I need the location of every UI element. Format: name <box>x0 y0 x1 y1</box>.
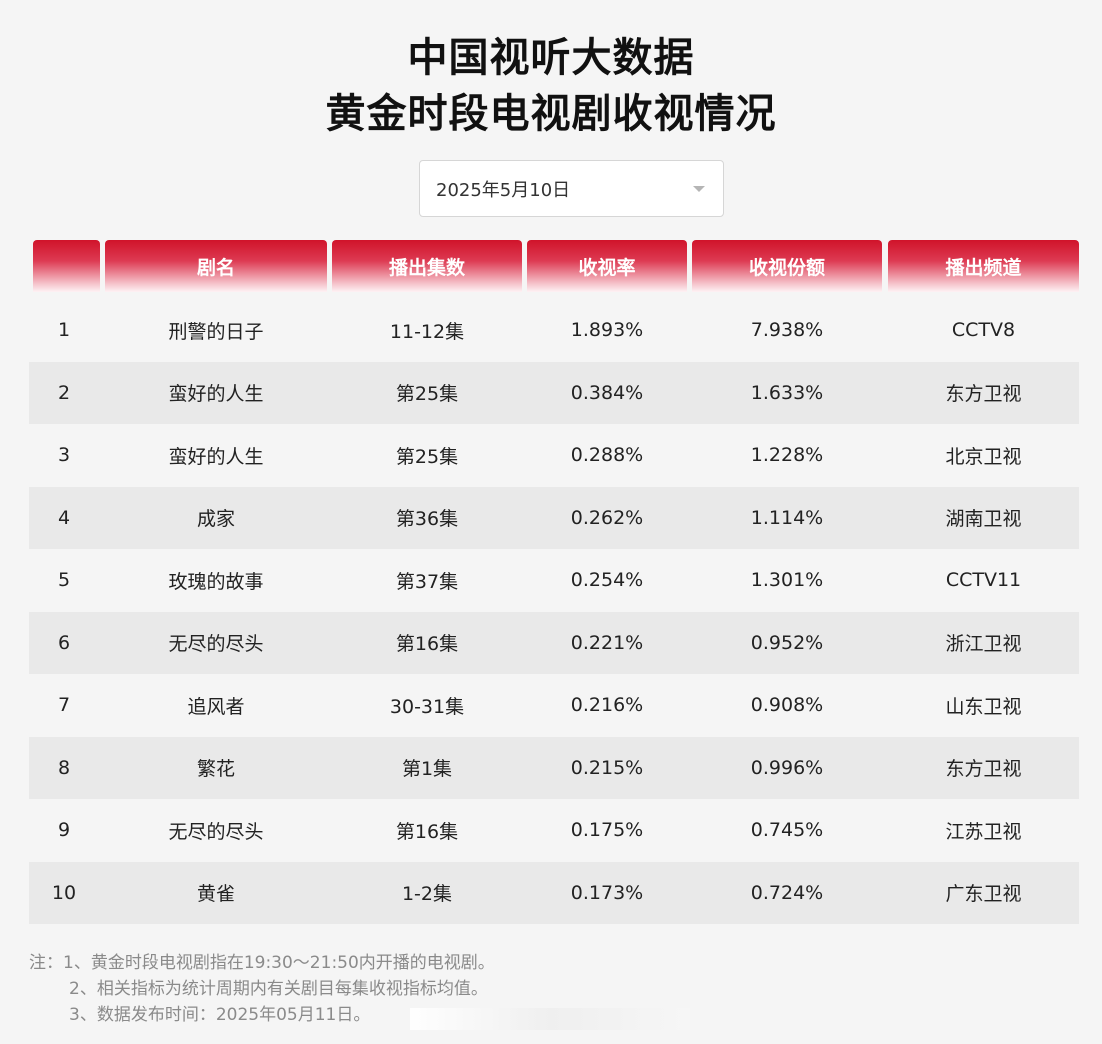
cell-title: 蛮好的人生 <box>168 445 264 468</box>
cell-rating: 0.262% <box>570 506 644 529</box>
cell-episodes: 第25集 <box>395 383 459 406</box>
footnote-1: 注：1、黄金时段电视剧指在19:30～21:50内开播的电视剧。 <box>29 953 495 973</box>
cell-episodes: 第1集 <box>401 758 453 781</box>
table-row: 9 无尽的尽头 第16集 0.175% 0.745% 江苏卫视 <box>29 799 1079 862</box>
table-row: 5 玫瑰的故事 第37集 0.254% 1.301% CCTV11 <box>29 549 1079 612</box>
cell-rank: 3 <box>57 444 71 467</box>
cell-rating: 0.173% <box>570 881 644 904</box>
cell-rating: 1.893% <box>570 319 644 342</box>
table-row: 3 蛮好的人生 第25集 0.288% 1.228% 北京卫视 <box>29 424 1079 487</box>
header-rating: 收视率 <box>527 240 687 292</box>
cell-channel: 山东卫视 <box>945 695 1022 718</box>
watermark <box>410 1008 690 1030</box>
cell-rank: 6 <box>57 631 71 654</box>
cell-share: 1.633% <box>750 381 824 404</box>
cell-episodes: 30-31集 <box>389 695 465 718</box>
cell-rank: 1 <box>57 319 71 342</box>
table-row: 1 刑警的日子 11-12集 1.893% 7.938% CCTV8 <box>29 299 1079 362</box>
cell-episodes: 第16集 <box>395 633 459 656</box>
cell-episodes: 11-12集 <box>389 320 465 343</box>
cell-title: 蛮好的人生 <box>168 383 264 406</box>
table-row: 8 繁花 第1集 0.215% 0.996% 东方卫视 <box>29 736 1079 799</box>
chevron-down-icon <box>693 186 705 192</box>
cell-title: 成家 <box>196 508 235 531</box>
cell-rank: 8 <box>57 756 71 779</box>
header-rank <box>33 240 100 292</box>
cell-rating: 0.384% <box>570 381 644 404</box>
cell-rating: 0.216% <box>570 694 644 717</box>
cell-title: 玫瑰的故事 <box>168 570 264 593</box>
table-header: 剧名 播出集数 收视率 收视份额 播出频道 <box>33 240 1079 292</box>
cell-title: 刑警的日子 <box>168 320 264 343</box>
cell-rating: 0.254% <box>570 569 644 592</box>
cell-title: 繁花 <box>196 758 235 781</box>
cell-channel: CCTV8 <box>951 319 1016 342</box>
cell-rating: 0.221% <box>570 631 644 654</box>
page-title: 中国视听大数据 黄金时段电视剧收视情况 <box>0 30 1102 142</box>
table-row: 6 无尽的尽头 第16集 0.221% 0.952% 浙江卫视 <box>29 611 1079 674</box>
cell-share: 0.996% <box>750 756 824 779</box>
cell-channel: 湖南卫视 <box>945 508 1022 531</box>
table-body: 1 刑警的日子 11-12集 1.893% 7.938% CCTV8 2 蛮好的人生 第25集 0… <box>29 299 1079 924</box>
table-row: 4 成家 第36集 0.262% 1.114% 湖南卫视 <box>29 486 1079 549</box>
cell-share: 0.908% <box>750 694 824 717</box>
cell-rank: 7 <box>57 694 71 717</box>
cell-episodes: 第37集 <box>395 570 459 593</box>
cell-title: 无尽的尽头 <box>168 633 264 656</box>
cell-channel: 广东卫视 <box>945 883 1022 906</box>
header-episodes: 播出集数 <box>332 240 522 292</box>
table-row: 10 黄雀 1-2集 0.173% 0.724% 广东卫视 <box>29 861 1079 924</box>
cell-channel: 北京卫视 <box>945 445 1022 468</box>
cell-rank: 5 <box>57 569 71 592</box>
header-title: 剧名 <box>105 240 327 292</box>
date-select-value: 2025年5月10日 <box>436 179 571 201</box>
cell-rank: 9 <box>57 819 71 842</box>
cell-share: 0.724% <box>750 881 824 904</box>
cell-share: 7.938% <box>750 319 824 342</box>
cell-share: 1.114% <box>750 506 824 529</box>
cell-episodes: 第25集 <box>395 445 459 468</box>
cell-channel: 浙江卫视 <box>945 633 1022 656</box>
cell-title: 无尽的尽头 <box>168 820 264 843</box>
cell-rank: 2 <box>57 381 71 404</box>
title-line-2: 黄金时段电视剧收视情况 <box>325 91 777 137</box>
cell-episodes: 第16集 <box>395 820 459 843</box>
cell-rating: 0.288% <box>570 444 644 467</box>
cell-share: 1.301% <box>750 569 824 592</box>
title-line-1: 中国视听大数据 <box>407 35 695 81</box>
cell-share: 1.228% <box>750 444 824 467</box>
cell-rank: 10 <box>51 881 77 904</box>
cell-episodes: 1-2集 <box>401 883 453 906</box>
cell-rating: 0.215% <box>570 756 644 779</box>
cell-channel: 东方卫视 <box>945 758 1022 781</box>
header-share: 收视份额 <box>692 240 882 292</box>
footnote-2: 2、相关指标为统计周期内有关剧目每集收视指标均值。 <box>69 979 488 999</box>
cell-rank: 4 <box>57 506 71 529</box>
footnote-3: 3、数据发布时间：2025年05月11日。 <box>69 1005 371 1025</box>
cell-share: 0.745% <box>750 819 824 842</box>
footnotes: 注：1、黄金时段电视剧指在19:30～21:50内开播的电视剧。 2、相关指标为… <box>29 950 495 1028</box>
date-select[interactable]: 2025年5月10日 <box>419 160 724 217</box>
cell-channel: 东方卫视 <box>945 383 1022 406</box>
table-row: 7 追风者 30-31集 0.216% 0.908% 山东卫视 <box>29 674 1079 737</box>
cell-channel: CCTV11 <box>945 569 1022 592</box>
cell-share: 0.952% <box>750 631 824 654</box>
table-row: 2 蛮好的人生 第25集 0.384% 1.633% 东方卫视 <box>29 361 1079 424</box>
header-channel: 播出频道 <box>888 240 1079 292</box>
cell-episodes: 第36集 <box>395 508 459 531</box>
cell-title: 追风者 <box>187 695 245 718</box>
cell-channel: 江苏卫视 <box>945 820 1022 843</box>
cell-rating: 0.175% <box>570 819 644 842</box>
cell-title: 黄雀 <box>196 883 235 906</box>
